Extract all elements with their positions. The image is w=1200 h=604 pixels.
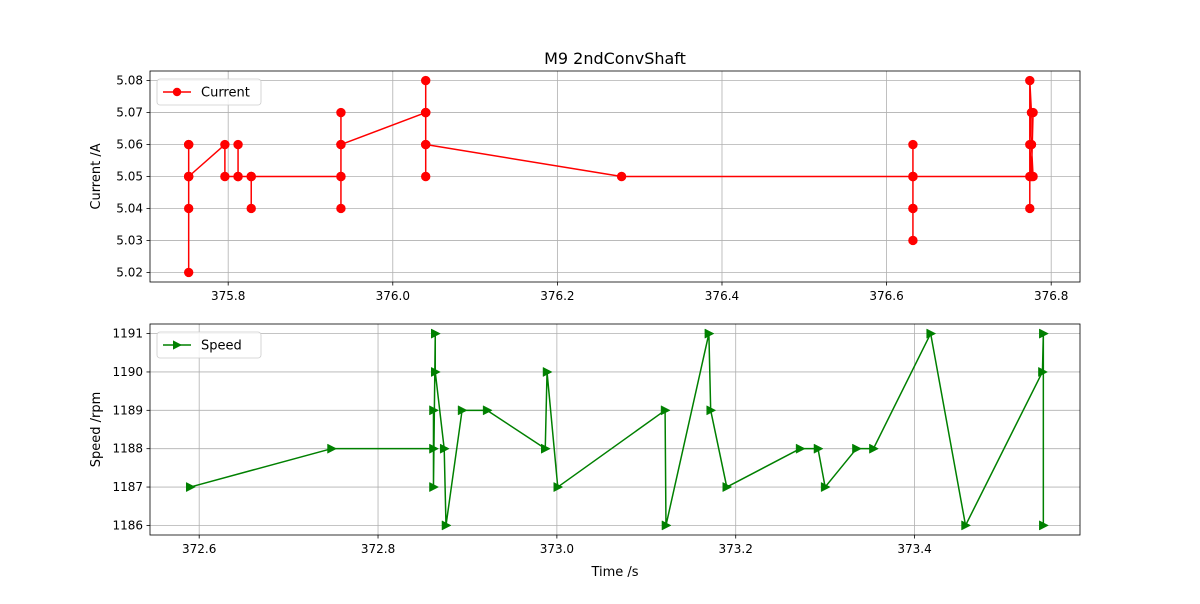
- x-tick-label: 376.8: [1034, 289, 1068, 303]
- data-point: [926, 328, 937, 339]
- legend-marker: [173, 340, 182, 350]
- data-point: [336, 171, 346, 182]
- data-point: [795, 443, 806, 454]
- data-point: [908, 203, 918, 214]
- data-point: [908, 235, 918, 246]
- y-tick-label: 1188: [112, 442, 143, 456]
- data-point: [336, 203, 346, 214]
- y-tick-label: 1191: [112, 327, 143, 341]
- data-point: [813, 443, 824, 454]
- y-tick-label: 5.05: [116, 170, 143, 184]
- data-point: [542, 366, 553, 377]
- x-tick-label: 372.6: [182, 542, 216, 556]
- x-axis-label: Time /s: [590, 565, 638, 580]
- data-point: [429, 482, 440, 493]
- data-point: [183, 139, 194, 150]
- data-point: [1038, 366, 1048, 377]
- data-point: [246, 203, 256, 214]
- data-point: [661, 520, 672, 531]
- data-point: [421, 171, 431, 182]
- y-tick-label: 1187: [112, 480, 143, 494]
- series-line-speed: [190, 332, 1045, 527]
- data-point: [457, 405, 468, 416]
- data-point: [336, 107, 346, 118]
- data-point: [820, 482, 831, 493]
- data-point: [961, 520, 972, 531]
- y-axis-label: Speed /rpm: [89, 392, 104, 468]
- data-point: [183, 171, 194, 182]
- data-point: [439, 443, 450, 454]
- data-point: [327, 443, 338, 454]
- data-point: [183, 203, 194, 214]
- axes-frame: [149, 323, 1081, 536]
- data-point: [421, 139, 431, 150]
- x-tick-label: 372.8: [361, 542, 395, 556]
- data-point: [421, 107, 431, 118]
- legend: Current: [156, 78, 262, 106]
- data-point: [441, 520, 452, 531]
- data-point: [1028, 171, 1038, 182]
- figure-title: M9 2ndConvShaft: [544, 49, 686, 68]
- x-tick-label: 373.0: [540, 542, 574, 556]
- data-point: [1026, 139, 1037, 150]
- y-tick-label: 1189: [112, 403, 143, 417]
- data-point: [185, 482, 196, 493]
- data-point: [553, 482, 564, 493]
- legend-label: Speed: [201, 339, 242, 354]
- data-point: [1025, 203, 1035, 214]
- x-tick-label: 373.4: [897, 542, 931, 556]
- data-point: [706, 405, 717, 416]
- y-tick-label: 5.02: [116, 265, 143, 279]
- data-point: [246, 171, 256, 182]
- x-tick-label: 376.2: [540, 289, 574, 303]
- data-point: [1039, 520, 1049, 531]
- y-axis-label: Current /A: [89, 143, 104, 209]
- x-tick-label: 376.4: [705, 289, 739, 303]
- data-point: [541, 443, 551, 454]
- speed-panel: 372.6 372.8 373.0 373.2 373.4 1186 1187 1188 118…: [89, 323, 1081, 580]
- data-point: [183, 267, 194, 278]
- data-point: [336, 139, 346, 150]
- data-point: [852, 443, 862, 454]
- data-point: [482, 405, 493, 416]
- data-point: [1025, 75, 1035, 86]
- data-point: [908, 139, 918, 150]
- y-tick-label: 1190: [112, 365, 143, 379]
- data-point: [220, 139, 230, 150]
- data-point: [421, 75, 431, 86]
- data-point: [1039, 328, 1049, 339]
- data-point: [431, 366, 441, 377]
- legend-marker: [172, 87, 182, 97]
- data-point: [660, 405, 671, 416]
- y-tick-label: 1186: [112, 518, 143, 532]
- data-point: [431, 328, 441, 339]
- legend-box: [156, 78, 262, 106]
- x-tick-label: 375.8: [211, 289, 245, 303]
- data-point: [233, 139, 243, 150]
- data-point: [908, 171, 918, 182]
- data-point: [1028, 107, 1038, 118]
- data-point: [429, 405, 440, 416]
- data-point: [220, 171, 230, 182]
- y-tick-label: 5.03: [116, 233, 143, 247]
- data-point: [722, 482, 733, 493]
- data-point: [429, 443, 440, 454]
- current-panel: 375.8 376.0 376.2 376.4 376.6 376.8 5.02 5.03 5.…: [89, 70, 1081, 303]
- x-tick-label: 376.6: [869, 289, 903, 303]
- y-tick-label: 5.08: [116, 74, 143, 88]
- legend-label: Current: [201, 86, 250, 101]
- data-point: [233, 171, 243, 182]
- legend-box: [156, 331, 262, 359]
- x-tick-label: 373.2: [719, 542, 753, 556]
- data-point: [704, 328, 715, 339]
- y-tick-label: 5.07: [116, 106, 143, 120]
- y-tick-label: 5.06: [116, 138, 143, 152]
- data-point: [616, 171, 627, 182]
- x-tick-label: 376.0: [376, 289, 410, 303]
- legend: Speed: [156, 331, 262, 359]
- y-tick-label: 5.04: [116, 201, 143, 215]
- data-point: [869, 443, 879, 454]
